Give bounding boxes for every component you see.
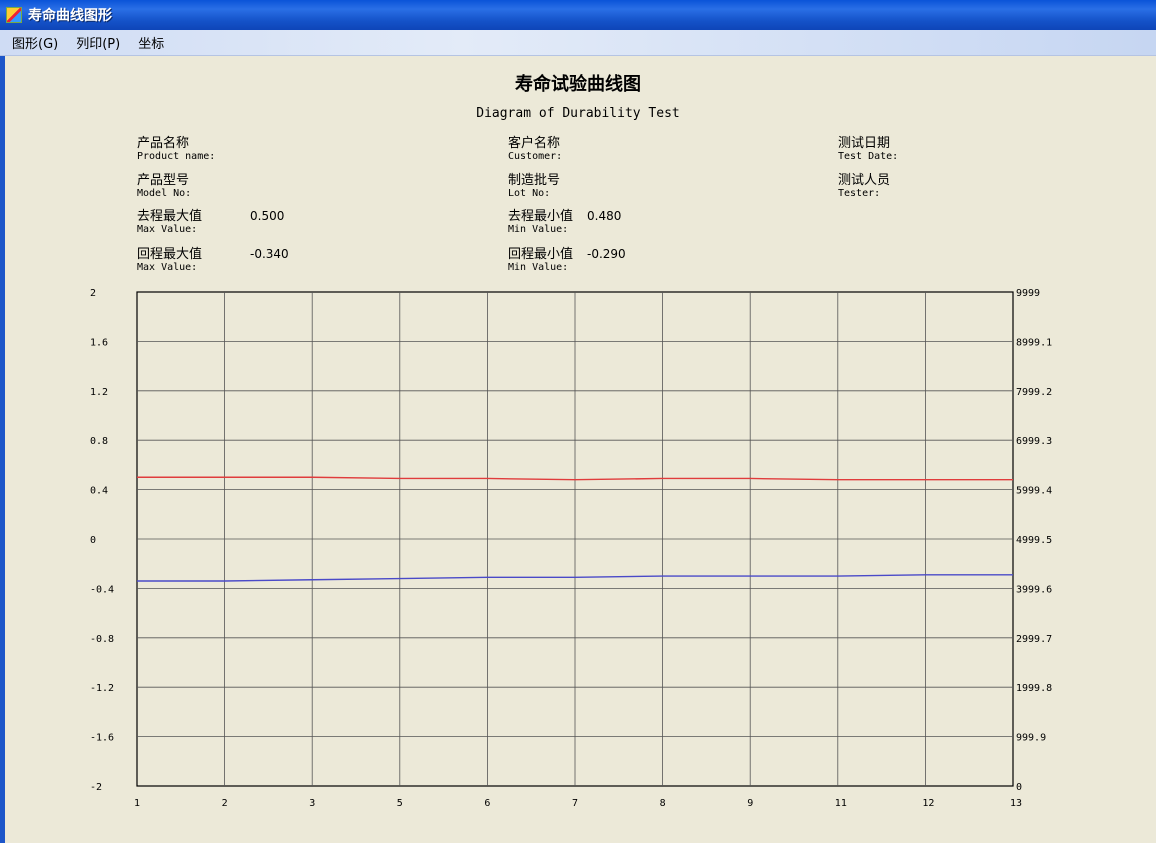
return-max-value: -0.340: [250, 247, 289, 261]
product-name-label-zh: 产品名称: [137, 136, 190, 151]
menu-bar: 图形(G) 列印(P) 坐标: [0, 30, 1156, 56]
x-axis-ticks: 1 2 3 5 6 7 8 9 11 12 13: [134, 798, 1022, 809]
x-tick-label: 12: [922, 798, 934, 809]
menu-coordinates[interactable]: 坐标: [138, 37, 165, 52]
y-left-tick-label: -1.2: [90, 683, 114, 694]
y-right-tick-label: 9999: [1016, 288, 1040, 299]
product-name-label-en: Product name:: [137, 151, 216, 162]
series-line-1: [137, 476, 1013, 481]
y-left-tick-label: -1.6: [90, 733, 114, 744]
info-forward-min: 去程最小值 Min Value:: [508, 209, 573, 236]
x-tick-label: 3: [309, 798, 315, 809]
y-right-tick-label: 5999.4: [1016, 486, 1052, 497]
x-tick-label: 9: [747, 798, 753, 809]
x-tick-label: 13: [1010, 798, 1022, 809]
y-right-tick-label: 7999.2: [1016, 387, 1052, 398]
chart-title: 寿命试验曲线图: [515, 74, 641, 95]
app-icon: [6, 7, 22, 23]
y-right-tick-label: 2999.7: [1016, 634, 1052, 645]
menu-graph[interactable]: 图形(G): [12, 37, 59, 52]
title-bar: 寿命曲线图形: [0, 0, 1156, 30]
forward-min-label-zh: 去程最小值: [508, 209, 574, 224]
x-tick-label: 2: [222, 798, 228, 809]
y-left-tick-label: 1.6: [90, 337, 108, 348]
y-left-tick-label: 0.4: [90, 486, 108, 497]
forward-max-value: 0.500: [250, 209, 285, 223]
y-left-tick-label: 0: [90, 535, 96, 546]
return-max-label-zh: 回程最大值: [137, 247, 203, 262]
y-right-tick-label: 3999.6: [1016, 584, 1052, 595]
y-right-tick-label: 6999.3: [1016, 436, 1052, 447]
info-customer: 客户名称 Customer:: [508, 136, 562, 163]
y-right-tick-label: 0: [1016, 782, 1022, 793]
y-right-tick-label: 4999.5: [1016, 535, 1052, 546]
model-no-label-zh: 产品型号: [137, 173, 190, 188]
forward-min-label-en: Min Value:: [508, 224, 569, 235]
y-left-tick-label: -0.4: [90, 584, 114, 595]
menu-print[interactable]: 列印(P): [76, 37, 121, 52]
tester-label-zh: 测试人员: [838, 173, 891, 188]
right-axis-ticks: 9999 8999.1 7999.2 6999.3 5999.4 4999.5 3999.6…: [1016, 288, 1052, 793]
info-test-date: 测试日期 Test Date:: [838, 136, 898, 163]
x-tick-label: 11: [835, 798, 847, 809]
model-no-label-en: Model No:: [137, 188, 192, 199]
info-model-no: 产品型号 Model No:: [137, 173, 191, 200]
lot-no-label-en: Lot No:: [508, 188, 551, 199]
info-return-min: 回程最小值 Min Value:: [508, 247, 573, 274]
return-min-value: -0.290: [587, 247, 626, 261]
y-right-tick-label: 8999.1: [1016, 337, 1052, 348]
x-tick-label: 1: [134, 798, 140, 809]
test-date-label-en: Test Date:: [838, 151, 899, 162]
info-forward-max: 去程最大值 Max Value:: [137, 209, 202, 236]
info-return-max: 回程最大值 Max Value:: [137, 247, 202, 274]
info-tester: 测试人员 Tester:: [838, 173, 890, 200]
x-tick-label: 6: [484, 798, 490, 809]
y-left-tick-label: 1.2: [90, 387, 108, 398]
x-tick-label: 8: [660, 798, 666, 809]
info-lot-no: 制造批号 Lot No:: [508, 173, 560, 200]
forward-min-value: 0.480: [587, 209, 622, 223]
return-min-label-zh: 回程最小值: [508, 247, 574, 262]
y-right-tick-label: 1999.8: [1016, 683, 1052, 694]
customer-label-zh: 客户名称: [508, 136, 561, 151]
y-left-tick-label: -0.8: [90, 634, 114, 645]
return-min-label-en: Min Value:: [508, 262, 569, 273]
window-left-border: [0, 56, 5, 843]
x-tick-label: 5: [397, 798, 403, 809]
y-right-tick-label: 999.9: [1016, 733, 1046, 744]
test-date-label-zh: 测试日期: [838, 136, 891, 151]
return-max-label-en: Max Value:: [137, 262, 198, 273]
series-line-2: [137, 574, 1013, 582]
window-title: 寿命曲线图形: [28, 8, 112, 24]
chart-series: [137, 476, 1013, 582]
info-product-name: 产品名称 Product name:: [137, 136, 215, 163]
y-left-tick-label: 0.8: [90, 436, 108, 447]
chart-grid: [136, 291, 1014, 787]
chart-subtitle: Diagram of Durability Test: [476, 106, 680, 121]
tester-label-en: Tester:: [838, 188, 881, 199]
x-tick-label: 7: [572, 798, 578, 809]
forward-max-label-zh: 去程最大值: [137, 209, 203, 224]
left-axis-ticks: 2 1.6 1.2 0.8 0.4 0 -0.4 -0.8 -1.2 -1.6 -2: [90, 288, 114, 793]
customer-label-en: Customer:: [508, 151, 563, 162]
lot-no-label-zh: 制造批号: [508, 173, 561, 188]
y-left-tick-label: 2: [90, 288, 96, 299]
forward-max-label-en: Max Value:: [137, 224, 198, 235]
y-left-tick-label: -2: [90, 782, 102, 793]
